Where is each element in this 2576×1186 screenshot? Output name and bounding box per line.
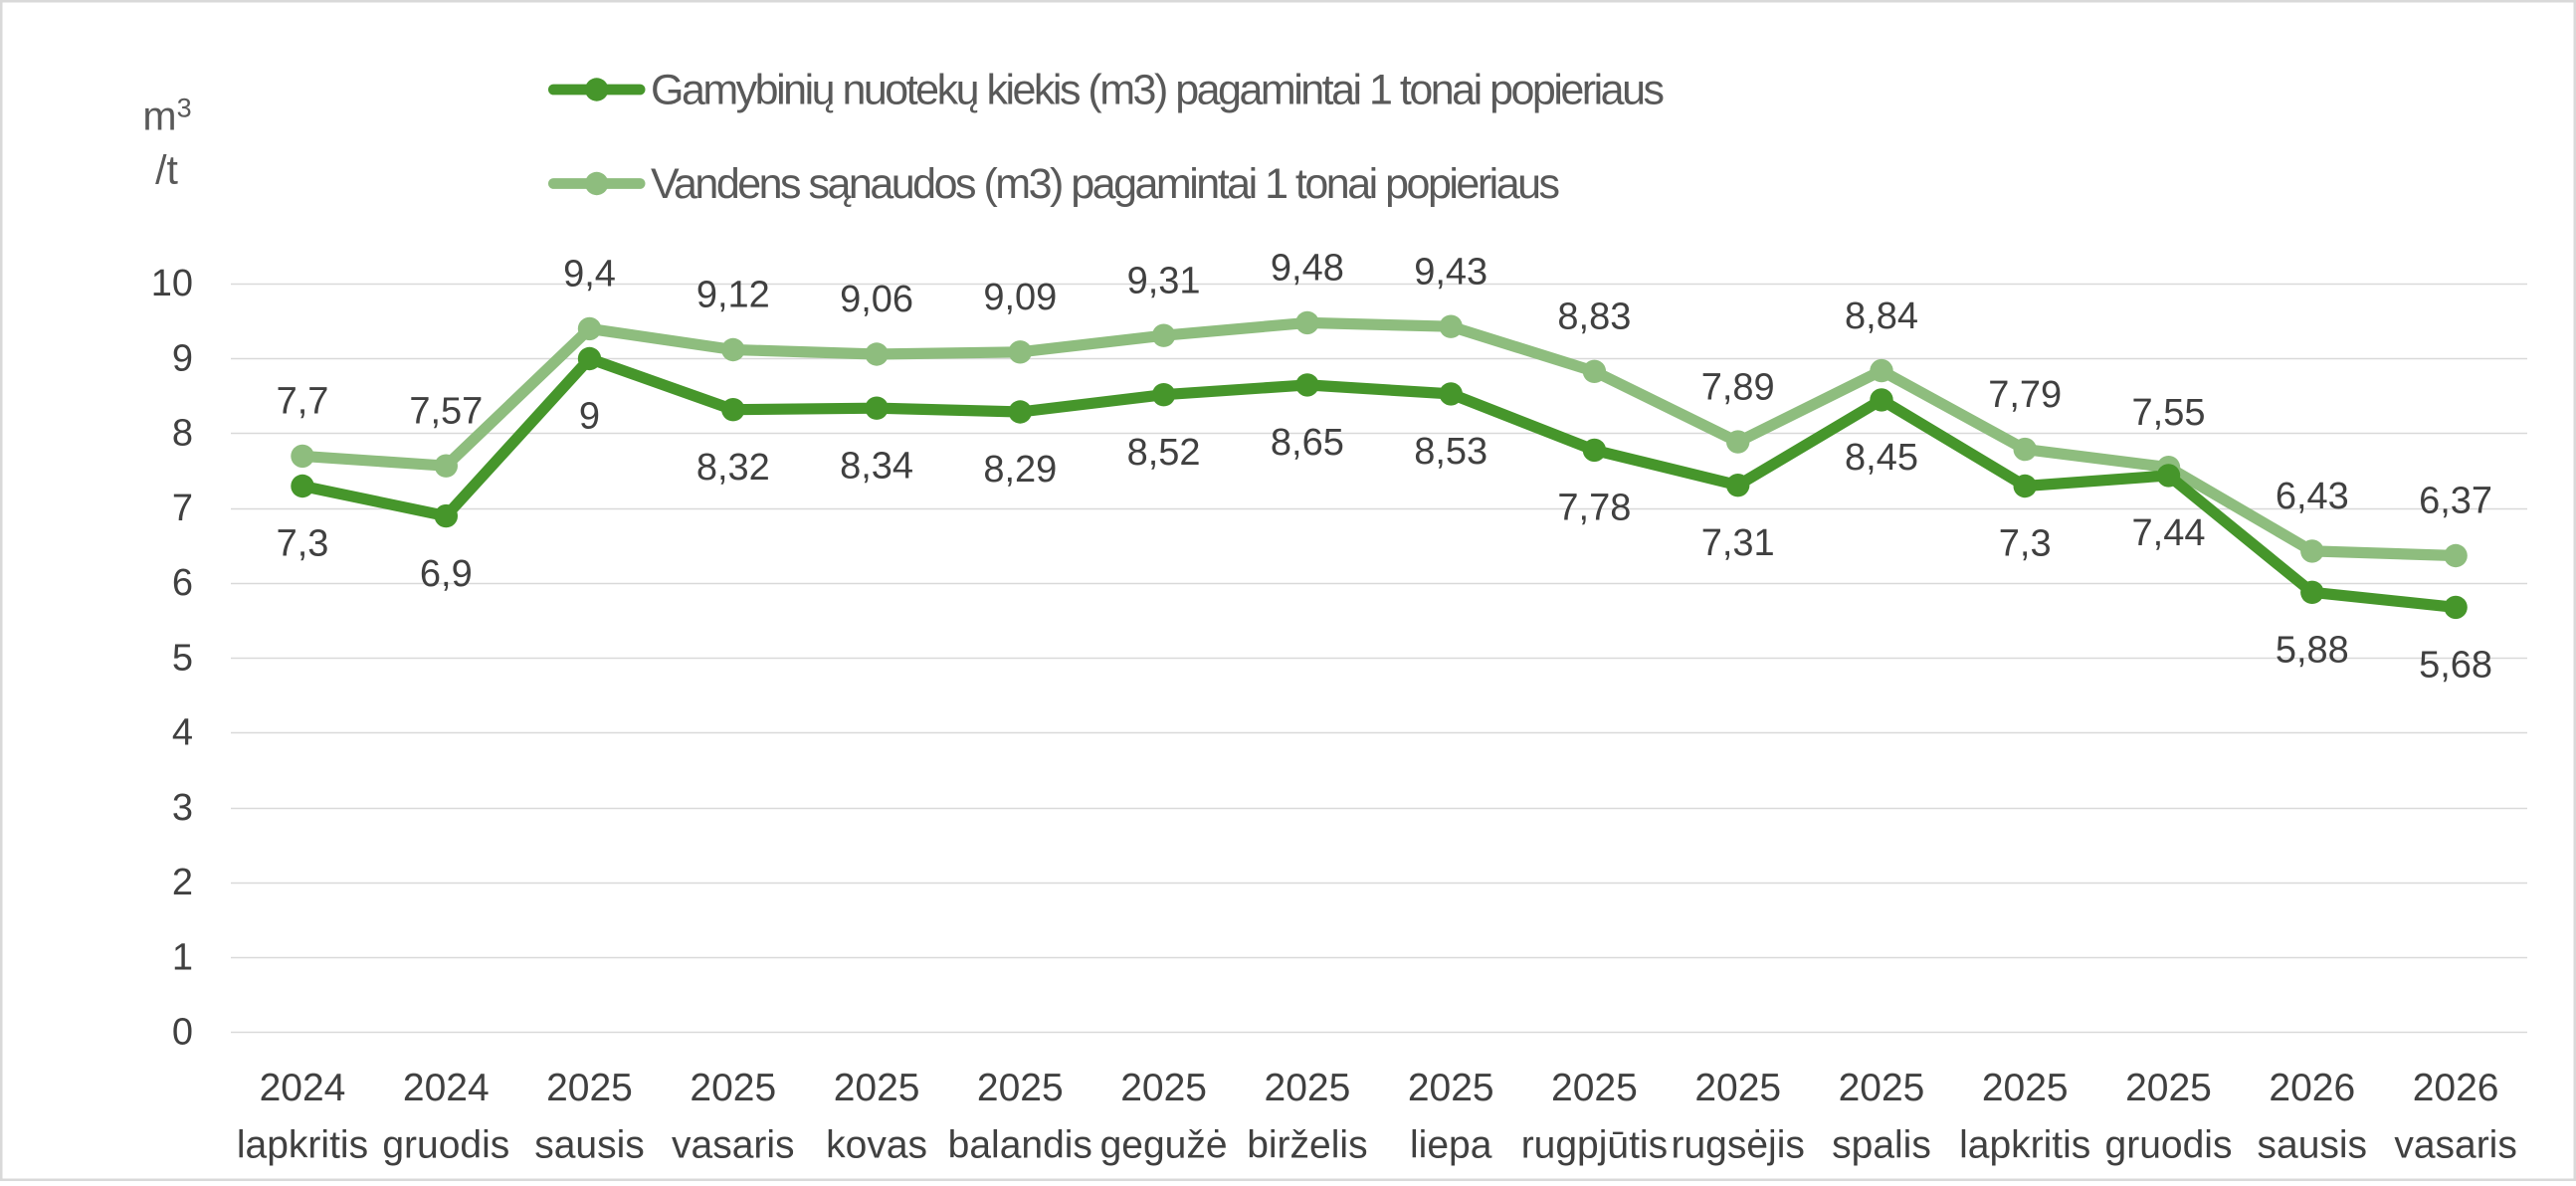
svg-text:7,78: 7,78: [1557, 488, 1631, 529]
svg-text:8,32: 8,32: [696, 447, 770, 489]
svg-text:lapkritis: lapkritis: [237, 1124, 368, 1167]
svg-text:2025: 2025: [1839, 1067, 1925, 1109]
svg-text:8,65: 8,65: [1271, 422, 1344, 464]
svg-text:balandis: balandis: [948, 1124, 1092, 1167]
svg-text:2024: 2024: [260, 1067, 346, 1109]
svg-text:1: 1: [172, 936, 193, 978]
svg-text:2025: 2025: [1694, 1067, 1781, 1109]
svg-text:vasaris: vasaris: [2394, 1124, 2517, 1167]
svg-text:spalis: spalis: [1832, 1124, 1931, 1167]
svg-text:9,43: 9,43: [1414, 251, 1487, 293]
svg-text:2025: 2025: [977, 1067, 1064, 1109]
svg-text:7,79: 7,79: [1988, 374, 2062, 416]
svg-text:Gamybinių nuotekų kiekis (m3): Gamybinių nuotekų kiekis (m3) pagamintai…: [651, 66, 1664, 113]
svg-text:9: 9: [172, 337, 193, 379]
svg-text:6: 6: [172, 562, 193, 604]
svg-text:8: 8: [172, 413, 193, 455]
svg-text:7,55: 7,55: [2132, 392, 2206, 434]
svg-text:sausis: sausis: [534, 1124, 645, 1167]
svg-text:rugsėjis: rugsėjis: [1672, 1124, 1805, 1167]
svg-text:10: 10: [151, 263, 193, 304]
svg-text:sausis: sausis: [2258, 1124, 2368, 1167]
svg-text:2025: 2025: [1408, 1067, 1494, 1109]
svg-text:9,06: 9,06: [840, 279, 913, 320]
svg-text:7,57: 7,57: [409, 390, 483, 432]
svg-text:2024: 2024: [403, 1067, 490, 1109]
svg-text:7,44: 7,44: [2132, 512, 2206, 554]
svg-text:7,31: 7,31: [1701, 522, 1775, 564]
svg-text:8,34: 8,34: [840, 445, 913, 487]
svg-text:2025: 2025: [1120, 1067, 1207, 1109]
svg-text:liepa: liepa: [1410, 1124, 1492, 1167]
svg-text:9,12: 9,12: [696, 275, 770, 316]
svg-text:7,3: 7,3: [277, 523, 329, 565]
svg-text:kovas: kovas: [826, 1124, 927, 1167]
svg-text:5,68: 5,68: [2419, 645, 2492, 687]
svg-text:/t: /t: [155, 147, 178, 193]
svg-text:lapkritis: lapkritis: [1959, 1124, 2090, 1167]
svg-text:8,29: 8,29: [983, 449, 1057, 491]
svg-text:0: 0: [172, 1012, 193, 1054]
svg-text:rugpjūtis: rugpjūtis: [1521, 1124, 1668, 1167]
svg-text:Vandens sąnaudos (m3) pagamin: Vandens sąnaudos (m3) pagamintai 1 tonai…: [651, 160, 1559, 208]
svg-text:8,83: 8,83: [1557, 296, 1631, 338]
svg-text:9: 9: [579, 396, 600, 438]
svg-text:2025: 2025: [690, 1067, 776, 1109]
svg-text:8,84: 8,84: [1845, 296, 1918, 337]
svg-text:8,52: 8,52: [1127, 432, 1201, 474]
svg-text:6,43: 6,43: [2276, 476, 2349, 517]
svg-text:2025: 2025: [1982, 1067, 2069, 1109]
svg-text:gruodis: gruodis: [2105, 1124, 2233, 1167]
svg-text:7: 7: [172, 488, 193, 529]
svg-text:2: 2: [172, 862, 193, 903]
svg-text:2025: 2025: [1265, 1067, 1351, 1109]
svg-text:5: 5: [172, 637, 193, 679]
svg-text:2026: 2026: [2413, 1067, 2499, 1109]
svg-text:4: 4: [172, 712, 193, 754]
svg-text:7,7: 7,7: [277, 381, 329, 423]
svg-text:2025: 2025: [2125, 1067, 2212, 1109]
svg-text:6,37: 6,37: [2419, 481, 2492, 522]
svg-text:2025: 2025: [1551, 1067, 1638, 1109]
svg-text:5,88: 5,88: [2276, 630, 2349, 672]
svg-text:8,53: 8,53: [1414, 431, 1487, 473]
svg-text:birželis: birželis: [1247, 1124, 1367, 1167]
svg-text:3: 3: [172, 787, 193, 829]
svg-text:9,09: 9,09: [983, 277, 1057, 318]
svg-text:9,48: 9,48: [1271, 248, 1344, 290]
svg-text:gruodis: gruodis: [382, 1124, 509, 1167]
svg-text:vasaris: vasaris: [672, 1124, 795, 1167]
svg-text:7,89: 7,89: [1701, 366, 1775, 408]
svg-text:9,31: 9,31: [1127, 260, 1201, 301]
svg-text:2026: 2026: [2269, 1067, 2355, 1109]
svg-text:9,4: 9,4: [563, 254, 616, 296]
svg-text:8,45: 8,45: [1845, 437, 1918, 479]
svg-text:gegužė: gegužė: [1100, 1124, 1228, 1167]
svg-text:2025: 2025: [546, 1067, 633, 1109]
svg-text:2025: 2025: [834, 1067, 920, 1109]
svg-text:7,3: 7,3: [1999, 523, 2052, 565]
svg-text:6,9: 6,9: [420, 553, 473, 595]
